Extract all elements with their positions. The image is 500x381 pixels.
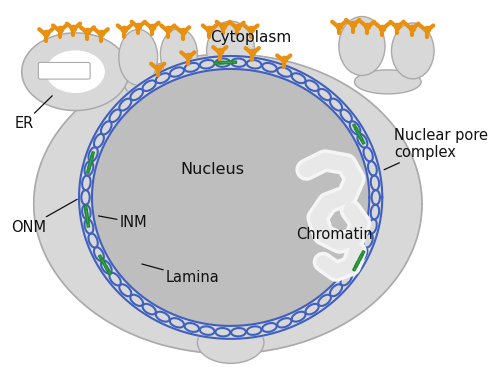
Polygon shape xyxy=(100,258,110,271)
Polygon shape xyxy=(85,209,89,223)
Ellipse shape xyxy=(119,29,158,85)
Polygon shape xyxy=(84,205,88,215)
Polygon shape xyxy=(354,128,363,141)
Ellipse shape xyxy=(354,70,421,94)
Polygon shape xyxy=(352,261,359,271)
Polygon shape xyxy=(86,218,90,227)
Polygon shape xyxy=(98,255,105,264)
Polygon shape xyxy=(86,163,91,173)
Ellipse shape xyxy=(198,322,264,363)
Text: Nucleus: Nucleus xyxy=(180,162,244,177)
Ellipse shape xyxy=(126,74,188,99)
Polygon shape xyxy=(90,152,94,162)
Polygon shape xyxy=(227,61,236,64)
Text: ER: ER xyxy=(14,96,52,131)
Ellipse shape xyxy=(160,29,198,80)
Polygon shape xyxy=(93,70,368,325)
FancyBboxPatch shape xyxy=(38,62,90,79)
Ellipse shape xyxy=(392,23,434,79)
Polygon shape xyxy=(34,54,422,354)
Polygon shape xyxy=(78,55,383,340)
Polygon shape xyxy=(214,61,224,64)
Polygon shape xyxy=(354,254,363,267)
Text: Cytoplasm: Cytoplasm xyxy=(210,30,292,45)
Text: Chromatin: Chromatin xyxy=(296,227,372,242)
Polygon shape xyxy=(104,266,112,275)
Polygon shape xyxy=(88,155,94,170)
Ellipse shape xyxy=(206,21,254,80)
Polygon shape xyxy=(218,61,232,64)
Polygon shape xyxy=(358,135,365,144)
Text: ONM: ONM xyxy=(10,199,77,235)
Polygon shape xyxy=(352,124,359,133)
Polygon shape xyxy=(84,61,376,334)
Ellipse shape xyxy=(339,16,385,75)
Ellipse shape xyxy=(22,33,129,110)
Ellipse shape xyxy=(46,50,105,93)
Text: Lamina: Lamina xyxy=(142,264,220,285)
Text: Nuclear pore
complex: Nuclear pore complex xyxy=(384,128,488,170)
Text: INM: INM xyxy=(98,215,148,230)
Polygon shape xyxy=(358,251,365,260)
